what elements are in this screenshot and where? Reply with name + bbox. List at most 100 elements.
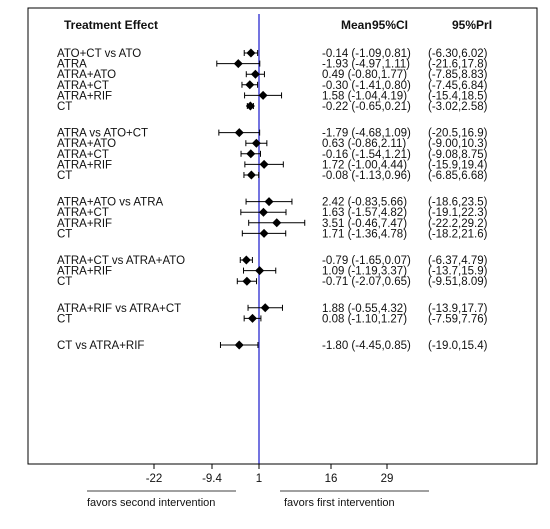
forest-row: ATRA+CT -0.30 (-1.41,0.80) (-7.45,6.84) <box>57 80 488 92</box>
mean-diamond <box>234 128 244 138</box>
ci-value: 1.09 (-1.19,3.37) <box>322 266 407 278</box>
row-label: ATRA+RIF vs ATRA+CT <box>57 303 181 315</box>
pri-value: (-7.59,7.76) <box>428 313 488 325</box>
mean-diamond <box>259 228 269 238</box>
forest-row: CT -0.22 (-0.65,0.21) (-3.02,2.58) <box>57 101 488 113</box>
mean-diamond <box>241 255 251 265</box>
pri-value: (-7.45,6.84) <box>428 80 488 92</box>
mean-diamond <box>255 266 265 276</box>
row-label: ATRA+RIF <box>57 266 112 278</box>
mean-diamond <box>258 207 268 217</box>
row-label: CT <box>57 170 72 182</box>
ci-value: 0.08 (-1.10,1.27) <box>322 313 407 325</box>
forest-row: ATRA+RIF vs ATRA+CT 1.88 (-0.55,4.32) (-13… <box>57 303 488 315</box>
plot-frame <box>27 7 538 465</box>
row-label: ATRA+ATO <box>57 138 116 150</box>
row-label: ATRA vs ATO+CT <box>57 128 148 140</box>
forest-row: ATRA+CT -0.16 (-1.54,1.21) (-9.08,8.75) <box>57 149 488 161</box>
mean-diamond <box>272 218 282 228</box>
ci-value: 1.72 (-1.00,4.44) <box>322 159 407 171</box>
mean-diamond <box>247 313 257 323</box>
ci-value: -0.08 (-1.13,0.96) <box>322 170 411 182</box>
forest-row: ATRA+CT 1.63 (-1.57,4.82) (-19.1,22.3) <box>57 207 488 219</box>
forest-row: CT -0.71 (-2.07,0.65) (-9.51,8.09) <box>57 276 488 288</box>
forest-row: ATRA+CT vs ATRA+ATO -0.79 (-1.65,0.07) (-6… <box>57 255 488 267</box>
mean-diamond <box>233 59 243 69</box>
ci-value: -0.79 (-1.65,0.07) <box>322 255 411 267</box>
row-label: ATRA+CT <box>57 207 109 219</box>
ci-value: -1.79 (-4.68,1.09) <box>322 128 411 140</box>
forest-row: ATRA vs ATO+CT -1.79 (-4.68,1.09) (-20.5,1… <box>57 128 488 140</box>
mean-diamond <box>259 159 269 169</box>
ci-value: 0.63 (-0.86,2.11) <box>322 138 406 150</box>
pri-value: (-6.85,6.68) <box>428 170 488 182</box>
forest-row: ATRA+ATO vs ATRA 2.42 (-0.83,5.66) (-18.6,… <box>57 197 488 209</box>
pri-value: (-6.30,6.02) <box>428 48 488 60</box>
row-label: ATRA+ATO <box>57 69 116 81</box>
forest-row: ATO+CT vs ATO -0.14 (-1.09,0.81) (-6.30,6.… <box>57 48 488 60</box>
pri-value: (-18.6,23.5) <box>428 197 488 209</box>
row-label: ATRA+RIF <box>57 159 112 171</box>
ci-value: 2.42 (-0.83,5.66) <box>322 197 407 209</box>
row-label: ATRA+RIF <box>57 90 112 102</box>
favors-first-caption: favors first intervention <box>284 497 395 509</box>
row-label: ATRA <box>57 59 87 71</box>
pri-value: (-19.0,15.4) <box>428 340 488 352</box>
ci-value: -1.93 (-4.97,1.11) <box>322 59 410 71</box>
pri-value: (-7.85,8.83) <box>428 69 488 81</box>
x-tick-label: 29 <box>381 473 394 485</box>
pri-value: (-15.4,18.5) <box>428 90 488 102</box>
row-label: ATRA+CT vs ATRA+ATO <box>57 255 185 267</box>
ci-value: 3.51 (-0.46,7.47) <box>322 218 407 230</box>
forest-row: ATRA+RIF 1.09 (-1.19,3.37) (-13.7,15.9) <box>57 266 488 278</box>
mean-diamond <box>245 80 255 90</box>
forest-row: ATRA+RIF 3.51 (-0.46,7.47) (-22.2,29.2) <box>57 218 488 230</box>
x-tick-label: 1 <box>256 473 262 485</box>
pri-value: (-20.5,16.9) <box>428 128 488 140</box>
pri-value: (-13.9,17.7) <box>428 303 488 315</box>
pri-value: (-22.2,29.2) <box>428 218 488 230</box>
ci-value: -0.14 (-1.09,0.81) <box>322 48 411 60</box>
ci-value: -0.71 (-2.07,0.65) <box>322 276 411 288</box>
row-label: ATRA+CT <box>57 80 109 92</box>
forest-rows: ATO+CT vs ATO -0.14 (-1.09,0.81) (-6.30,6.… <box>57 48 488 352</box>
row-label: CT <box>57 101 72 113</box>
row-label: ATRA+ATO vs ATRA <box>57 197 164 209</box>
pri-value: (-13.7,15.9) <box>428 266 488 278</box>
header-mean: Mean <box>341 18 372 32</box>
pri-value: (-18.2,21.6) <box>428 228 488 240</box>
ci-value: -0.16 (-1.54,1.21) <box>322 149 411 161</box>
mean-diamond <box>264 197 274 207</box>
pri-value: (-9.00,10.3) <box>428 138 488 150</box>
forest-row: ATRA+ATO 0.63 (-0.86,2.11) (-9.00,10.3) <box>57 138 488 150</box>
x-axis-ticks: -22 -9.4 1 16 29 <box>146 464 394 485</box>
x-axis: -22 -9.4 1 16 29 <box>146 463 394 485</box>
mean-diamond <box>251 138 261 148</box>
x-tick-label: -9.4 <box>202 473 222 485</box>
row-label: CT vs ATRA+RIF <box>57 340 144 352</box>
forest-row: CT 0.08 (-1.10,1.27) (-7.59,7.76) <box>57 313 488 325</box>
mean-diamond <box>246 149 256 159</box>
row-label: ATO+CT vs ATO <box>57 48 141 60</box>
header-pri: 95%PrI <box>452 18 492 32</box>
ci-value: 1.88 (-0.55,4.32) <box>322 303 407 315</box>
pri-value: (-21.6,17.8) <box>428 59 488 71</box>
mean-diamond <box>234 340 244 350</box>
pri-value: (-3.02,2.58) <box>428 101 488 113</box>
mean-diamond <box>260 303 270 313</box>
ci-value: 0.49 (-0.80,1.77) <box>322 69 407 81</box>
row-label: CT <box>57 276 72 288</box>
mean-diamond <box>242 276 252 286</box>
header-ci: 95%CI <box>372 18 408 32</box>
ci-value: -1.80 (-4.45,0.85) <box>322 340 411 352</box>
header-title: Treatment Effect <box>64 18 158 32</box>
forest-row: ATRA+RIF 1.72 (-1.00,4.44) (-15.9,19.4) <box>57 159 488 171</box>
ci-value: 1.71 (-1.36,4.78) <box>322 228 407 240</box>
forest-row: ATRA -1.93 (-4.97,1.11) (-21.6,17.8) <box>57 59 488 71</box>
row-label: CT <box>57 313 72 325</box>
pri-value: (-9.08,8.75) <box>428 149 488 161</box>
pri-value: (-15.9,19.4) <box>428 159 488 171</box>
pri-value: (-19.1,22.3) <box>428 207 488 219</box>
ci-value: -0.30 (-1.41,0.80) <box>322 80 411 92</box>
mean-diamond <box>258 90 268 100</box>
